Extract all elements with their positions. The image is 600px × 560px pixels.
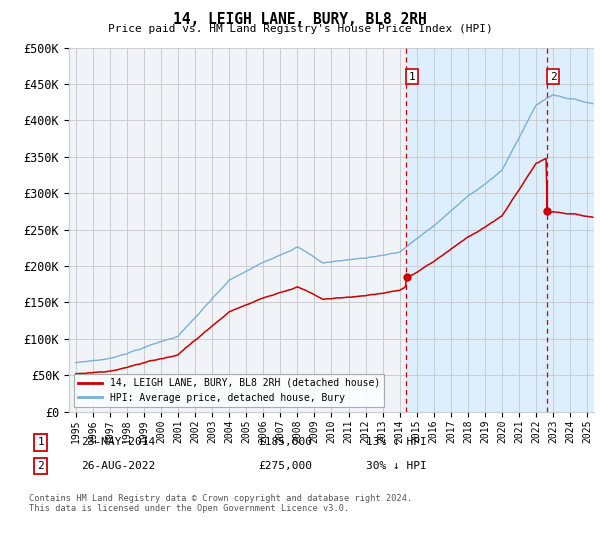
Bar (406, 48, 594, 412)
Text: 2: 2 (550, 72, 556, 82)
Text: 13% ↓ HPI: 13% ↓ HPI (366, 437, 427, 447)
Text: 26-AUG-2022: 26-AUG-2022 (81, 461, 155, 471)
Text: 1: 1 (37, 437, 44, 447)
Text: 2: 2 (37, 461, 44, 471)
Legend: 14, LEIGH LANE, BURY, BL8 2RH (detached house), HPI: Average price, detached hou: 14, LEIGH LANE, BURY, BL8 2RH (detached … (74, 374, 384, 407)
Text: Contains HM Land Registry data © Crown copyright and database right 2024.
This d: Contains HM Land Registry data © Crown c… (29, 494, 412, 514)
Text: Price paid vs. HM Land Registry's House Price Index (HPI): Price paid vs. HM Land Registry's House … (107, 24, 493, 34)
Text: 23-MAY-2014: 23-MAY-2014 (81, 437, 155, 447)
Text: £185,000: £185,000 (258, 437, 312, 447)
Text: 14, LEIGH LANE, BURY, BL8 2RH: 14, LEIGH LANE, BURY, BL8 2RH (173, 12, 427, 27)
Text: 1: 1 (409, 72, 415, 82)
Text: £275,000: £275,000 (258, 461, 312, 471)
Text: 30% ↓ HPI: 30% ↓ HPI (366, 461, 427, 471)
